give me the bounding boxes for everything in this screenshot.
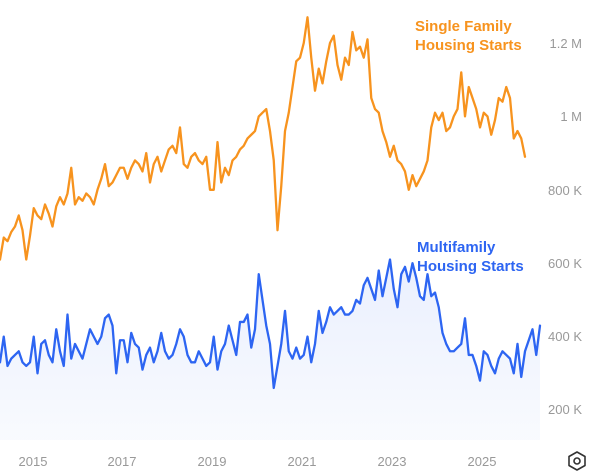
y-tick-label: 1.2 M (549, 36, 582, 51)
x-tick-label: 2019 (198, 454, 227, 469)
chart-settings-button[interactable] (566, 450, 588, 472)
y-tick-label: 800 K (548, 183, 582, 198)
y-tick-label: 600 K (548, 256, 582, 271)
y-tick-label: 200 K (548, 402, 582, 417)
x-tick-label: 2021 (288, 454, 317, 469)
multifamily-label-line-2: Housing Starts (417, 258, 524, 275)
single-family-label-line-2: Housing Starts (415, 37, 522, 54)
multifamily-series-label: Multifamily Housing Starts (417, 239, 524, 275)
x-tick-label: 2017 (108, 454, 137, 469)
x-axis: 2015 2017 2019 2021 2023 2025 (19, 454, 497, 469)
multifamily-series-line[interactable] (0, 258, 542, 390)
gear-icon (568, 451, 586, 471)
y-tick-label: 400 K (548, 329, 582, 344)
single-family-series-label: Single Family Housing Starts (415, 18, 522, 54)
y-tick-label: 1 M (560, 109, 582, 124)
x-tick-label: 2023 (378, 454, 407, 469)
single-family-series-line[interactable] (0, 16, 527, 261)
x-tick-label: 2015 (19, 454, 48, 469)
multifamily-label-line-1: Multifamily (417, 239, 496, 256)
single-family-label-line-1: Single Family (415, 18, 512, 35)
y-axis: 200 K 400 K 600 K 800 K 1 M 1.2 M (548, 36, 582, 417)
x-tick-label: 2025 (468, 454, 497, 469)
